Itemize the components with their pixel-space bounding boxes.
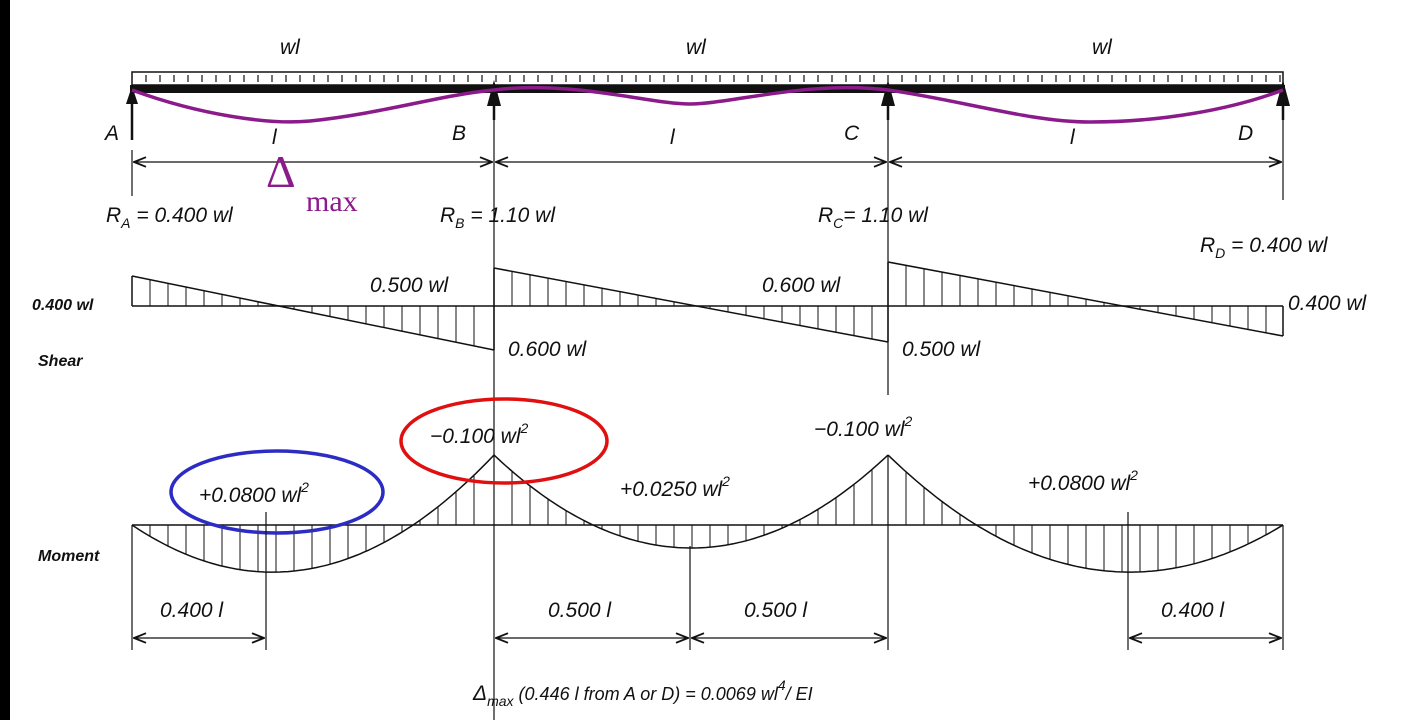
diagram-sheet: wl wl wl A B C D l l l Δ max RA =: [10, 0, 1418, 720]
moment-support-c-label: −0.100 wl2: [814, 413, 912, 441]
moment-span2-label: +0.0250 wl2: [620, 473, 730, 501]
moment-span1-label: +0.0800 wl2: [199, 479, 309, 507]
negative-moment-highlight: [399, 397, 609, 485]
dim-span2-right-label: 0.500 l: [744, 599, 808, 622]
reaction-d: RD = 0.400 wl: [1200, 234, 1329, 261]
max-deflection-marker: Δ max: [266, 146, 358, 218]
shear-left-end-label: 0.400 wl: [32, 297, 94, 314]
shear-diagram: [131, 261, 1284, 351]
moment-span3-label: +0.0800 wl2: [1028, 467, 1138, 495]
span-label-1: l: [272, 126, 278, 149]
max-deflection-formula: Δmax (0.446 l from A or D) = 0.0069 wl4/…: [472, 677, 813, 709]
support-arrows: [126, 80, 1290, 140]
shear-c-right-label: 0.500 wl: [902, 338, 982, 361]
shear-b-right-label: 0.600 wl: [508, 338, 588, 361]
shear-c-left-label: 0.600 wl: [762, 274, 842, 297]
beam: [130, 85, 1285, 93]
reaction-c: RC= 1.10 wl: [818, 204, 929, 231]
moment-title: Moment: [38, 548, 100, 565]
support-label-a: A: [103, 122, 119, 145]
load-label-span2: wl: [686, 36, 707, 59]
reaction-b: RB = 1.10 wl: [440, 204, 556, 231]
support-label-c: C: [844, 122, 860, 145]
dim-span2-left-label: 0.500 l: [548, 599, 612, 622]
delta-icon: Δ: [266, 146, 296, 197]
load-label-span1: wl: [280, 36, 301, 59]
delta-subscript: max: [306, 185, 358, 218]
span-label-3: l: [1070, 126, 1076, 149]
positive-moment-highlight: [169, 449, 385, 535]
shear-b-left-label: 0.500 wl: [370, 274, 450, 297]
dim-span1-label: 0.400 l: [160, 599, 224, 622]
beam-diagram: wl wl wl A B C D l l l Δ max RA =: [32, 36, 1368, 720]
load-label-span3: wl: [1092, 36, 1113, 59]
dim-span3-label: 0.400 l: [1161, 599, 1225, 622]
reaction-a: RA = 0.400 wl: [106, 204, 234, 231]
shear-title: Shear: [38, 353, 83, 370]
shear-right-end-label: 0.400 wl: [1288, 292, 1368, 315]
moment-support-b-label: −0.100 wl2: [430, 420, 528, 448]
support-label-b: B: [452, 122, 466, 145]
distributed-load: [131, 71, 1284, 86]
moment-dimensions: [131, 455, 1284, 650]
span-dimensions: [131, 120, 1284, 720]
deflection-curve: [131, 85, 1284, 124]
support-label-d: D: [1238, 122, 1253, 145]
span-label-2: l: [670, 126, 676, 149]
